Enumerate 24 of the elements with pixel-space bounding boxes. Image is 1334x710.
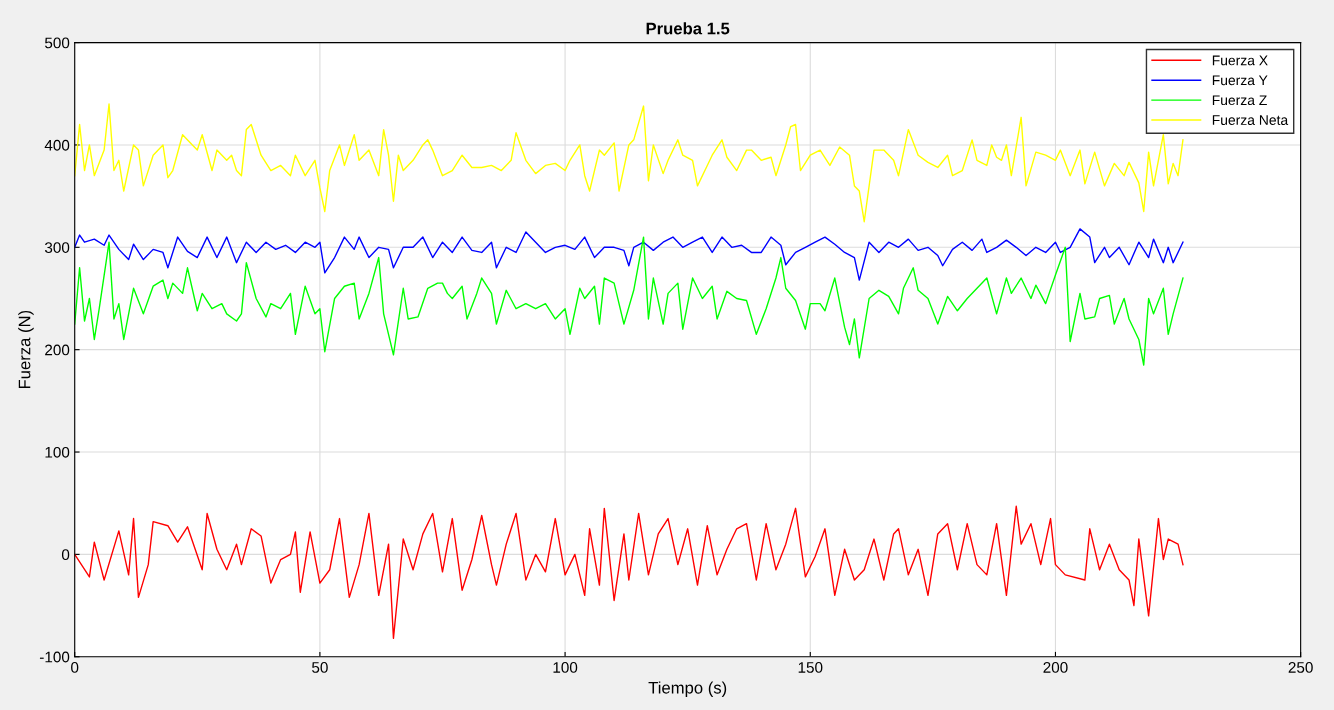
y-tick-label: 0 <box>61 549 70 561</box>
legend-label: Fuerza Y <box>1212 75 1268 86</box>
y-tick-label: 400 <box>44 139 70 151</box>
x-tick-label: 200 <box>1043 662 1068 673</box>
x-tick-label: 100 <box>553 662 578 673</box>
legend-label: Fuerza Neta <box>1212 115 1289 125</box>
x-tick-label: 0 <box>71 662 79 673</box>
x-axis-title: Tiempo (s) <box>648 681 727 697</box>
line-series <box>74 505 1184 640</box>
x-tick-label: 250 <box>1288 662 1313 673</box>
y-tick-label: 200 <box>45 344 70 356</box>
line-series <box>74 228 1184 281</box>
y-tick-label: 100 <box>45 446 70 458</box>
line-series <box>74 236 1184 366</box>
x-tick-label: 50 <box>312 662 328 673</box>
y-tick-label: -100 <box>39 651 70 663</box>
x-tick-label: 150 <box>798 662 823 673</box>
y-tick-label: 500 <box>44 37 70 49</box>
chart-title: Prueba 1.5 <box>646 22 730 35</box>
legend-label: Fuerza X <box>1212 55 1268 66</box>
legend-label: Fuerza Z <box>1212 95 1267 106</box>
y-tick-label: 300 <box>44 242 70 253</box>
y-axis-title: Fuerza (N) <box>18 310 34 389</box>
line-series <box>74 103 1184 223</box>
